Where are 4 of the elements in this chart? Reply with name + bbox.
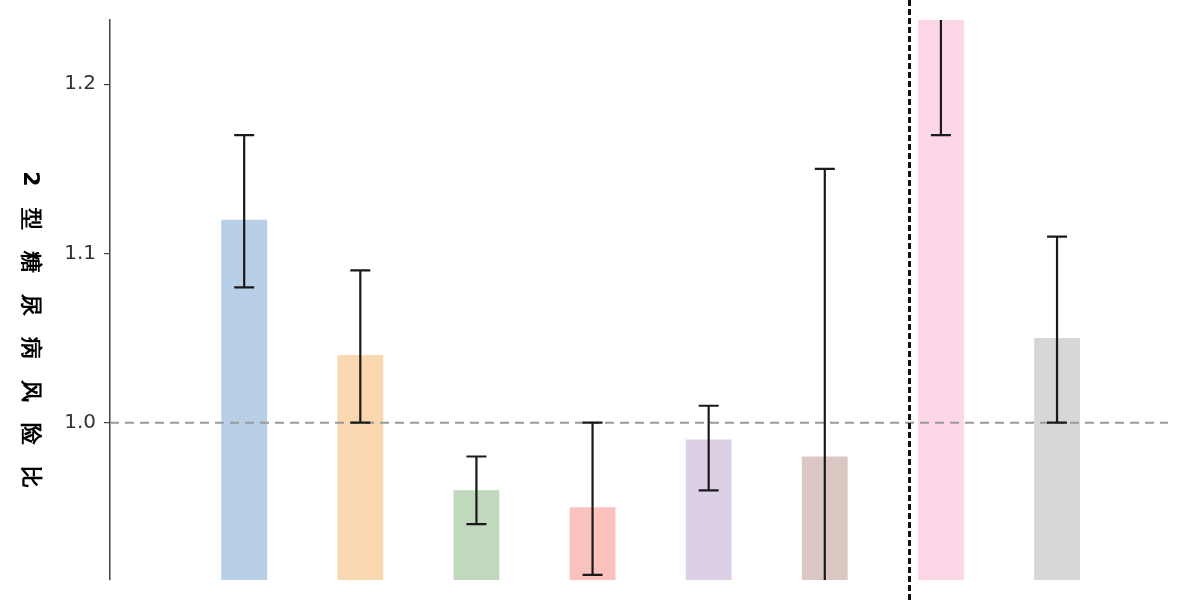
y-tick-label: 1.1 (64, 239, 96, 264)
y-tick-label: 1.2 (64, 70, 96, 95)
y-axis-title: 2型糖尿病风险比 (19, 171, 45, 509)
y-tick-label: 1.0 (64, 408, 96, 433)
